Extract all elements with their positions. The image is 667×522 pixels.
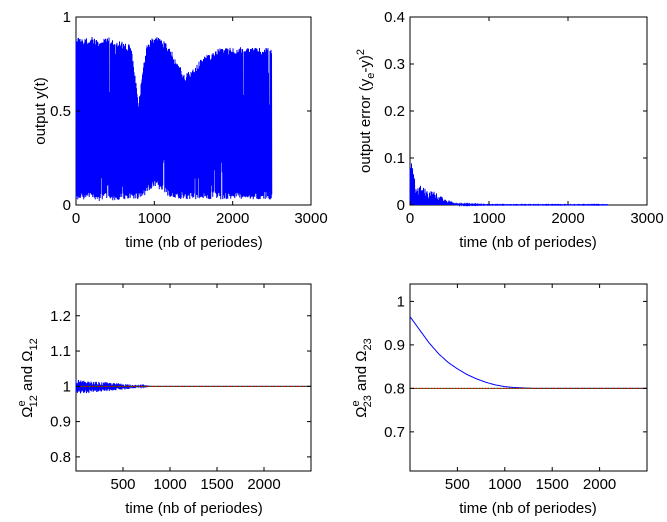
x-tick-label-output-error: 0 — [406, 210, 414, 227]
y-tick-label-output: 0.5 — [50, 103, 71, 120]
x-axis-label-output: time (nb of periodes) — [125, 234, 263, 251]
x-axis-label-omega12: time (nb of periodes) — [125, 500, 263, 517]
y-tick-label-omega23: 0.7 — [384, 424, 405, 441]
panel-omega12: 500 1000 1500 2000 0.8 0.9 1 1.1 1.2 time (nb of… — [16, 283, 312, 517]
y-tick-label-output: 1 — [63, 9, 71, 26]
y-tick-label-output-error: 0.4 — [384, 9, 405, 26]
x-tick-label-output: 2000 — [216, 210, 249, 227]
y-tick-label-omega12: 1.1 — [50, 343, 71, 360]
x-tick-label-omega23: 500 — [445, 476, 470, 493]
output-error-series-0 — [409, 163, 609, 207]
omega23-ticks: 500 1000 1500 2000 0.7 0.8 0.9 1 — [384, 284, 647, 493]
output-error-series — [409, 163, 609, 207]
y-tick-label-omega12: 0.9 — [50, 414, 71, 431]
y-axis-label-output: output y(t) — [32, 77, 49, 145]
ylabel-output-error-sup: 2 — [355, 49, 367, 55]
x-tick-label-output-error: 3000 — [630, 210, 663, 227]
ylabel-omega12-mid: and Ω — [19, 351, 36, 396]
x-tick-label-omega12: 1500 — [200, 476, 233, 493]
y-tick-label-omega23: 1 — [397, 293, 405, 310]
x-tick-label-output: 3000 — [294, 210, 327, 227]
ylabel-output-error-sub: e — [365, 73, 377, 79]
y-axis-label-output-error: output error (ye-y)2 — [355, 49, 377, 173]
ylabel-omega23-sub2: 23 — [362, 338, 374, 350]
panel-output-error: 0 1000 2000 3000 0 0.1 0.2 0.3 0.4 time (nb of p… — [355, 9, 664, 251]
ylabel-omega12-sub1: 12 — [28, 395, 40, 407]
ylabel-omega23-mid: and Ω — [353, 351, 370, 396]
y-tick-label-omega12: 0.8 — [50, 449, 71, 466]
x-tick-label-output-error: 2000 — [551, 210, 584, 227]
plot-area-output-error — [409, 16, 648, 206]
ylabel-omega12-sup1: e — [16, 400, 28, 406]
ylabel-omega12-sub2: 12 — [28, 338, 40, 350]
x-tick-label-omega23: 1000 — [488, 476, 521, 493]
ylabel-output-error-mid: -y) — [357, 55, 374, 73]
y-tick-label-output-error: 0.1 — [384, 150, 405, 167]
y-tick-label-omega23: 0.9 — [384, 337, 405, 354]
x-tick-label-omega12: 500 — [110, 476, 135, 493]
omega12-series — [75, 379, 311, 394]
y-tick-label-output-error: 0 — [397, 197, 405, 214]
x-tick-label-omega23: 1500 — [536, 476, 569, 493]
panel-output: 0 1000 2000 3000 0 0.5 1 time (nb of periodes)… — [32, 9, 328, 251]
output-error-ticks: 0 1000 2000 3000 0 0.1 0.2 0.3 0.4 — [384, 9, 664, 227]
plot-area-omega12 — [75, 283, 312, 472]
y-axis-label-omega23: Ωe23 and Ω23 — [350, 338, 374, 417]
y-tick-label-omega12: 1 — [63, 378, 71, 395]
omega12-ticks: 500 1000 1500 2000 0.8 0.9 1 1.1 1.2 — [50, 284, 311, 493]
ylabel-omega23-main1: Ω — [353, 406, 370, 417]
ylabel-omega23-sub1: 23 — [362, 395, 374, 407]
ylabel-output-error-main: output error (y — [357, 78, 374, 173]
panel-omega23: 500 1000 1500 2000 0.7 0.8 0.9 1 time (nb of pe… — [350, 283, 648, 517]
x-tick-label-output: 0 — [72, 210, 80, 227]
ylabel-omega12-main1: Ω — [19, 406, 36, 417]
output-ticks: 0 1000 2000 3000 0 0.5 1 — [50, 9, 328, 227]
y-tick-label-omega23: 0.8 — [384, 380, 405, 397]
output-series — [75, 37, 273, 201]
y-tick-label-output-error: 0.3 — [384, 56, 405, 73]
x-tick-label-omega12: 1000 — [153, 476, 186, 493]
y-tick-label-omega12: 1.2 — [50, 308, 71, 325]
x-tick-label-omega12: 2000 — [247, 476, 280, 493]
output-series-0 — [75, 37, 273, 201]
omega23-series — [409, 316, 647, 389]
x-axis-label-omega23: time (nb of periodes) — [459, 500, 597, 517]
x-tick-label-output: 1000 — [138, 210, 171, 227]
y-axis-label-omega12: Ωe12 and Ω12 — [16, 338, 40, 417]
x-axis-label-output-error: time (nb of periodes) — [459, 234, 597, 251]
x-tick-label-output-error: 1000 — [472, 210, 505, 227]
ylabel-omega23-sup1: e — [350, 400, 362, 406]
x-tick-label-omega23: 2000 — [583, 476, 616, 493]
y-tick-label-output: 0 — [63, 197, 71, 214]
plot-area-omega23 — [409, 283, 648, 472]
y-tick-label-output-error: 0.2 — [384, 103, 405, 120]
